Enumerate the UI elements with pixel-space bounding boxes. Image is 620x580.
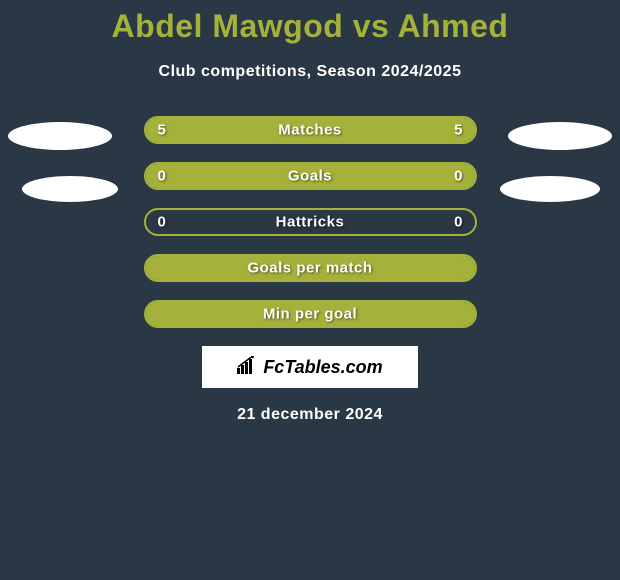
stat-row: Goals per match bbox=[144, 254, 477, 282]
footer-date: 21 december 2024 bbox=[0, 406, 620, 424]
logo-text: FcTables.com bbox=[263, 357, 382, 378]
stat-row: 0Goals0 bbox=[144, 162, 477, 190]
decorative-ellipse bbox=[8, 122, 112, 150]
stat-label: Min per goal bbox=[146, 306, 475, 323]
page-title: Abdel Mawgod vs Ahmed bbox=[0, 8, 620, 45]
decorative-ellipse bbox=[22, 176, 118, 202]
stat-label: Hattricks bbox=[146, 214, 475, 231]
comparison-card: Abdel Mawgod vs Ahmed Club competitions,… bbox=[0, 0, 620, 424]
logo-box: FcTables.com bbox=[202, 346, 418, 388]
stat-row: 5Matches5 bbox=[144, 116, 477, 144]
subtitle: Club competitions, Season 2024/2025 bbox=[0, 63, 620, 81]
stat-value-right: 0 bbox=[454, 168, 462, 185]
logo: FcTables.com bbox=[237, 356, 382, 379]
stats-list: 5Matches50Goals00Hattricks0Goals per mat… bbox=[0, 116, 620, 328]
stat-label: Matches bbox=[146, 122, 475, 139]
decorative-ellipse bbox=[500, 176, 600, 202]
stat-value-right: 5 bbox=[454, 122, 462, 139]
stat-label: Goals bbox=[146, 168, 475, 185]
bar-chart-icon bbox=[237, 356, 259, 379]
decorative-ellipse bbox=[508, 122, 612, 150]
stat-row: 0Hattricks0 bbox=[144, 208, 477, 236]
stat-value-right: 0 bbox=[454, 214, 462, 231]
stat-row: Min per goal bbox=[144, 300, 477, 328]
stat-label: Goals per match bbox=[146, 260, 475, 277]
